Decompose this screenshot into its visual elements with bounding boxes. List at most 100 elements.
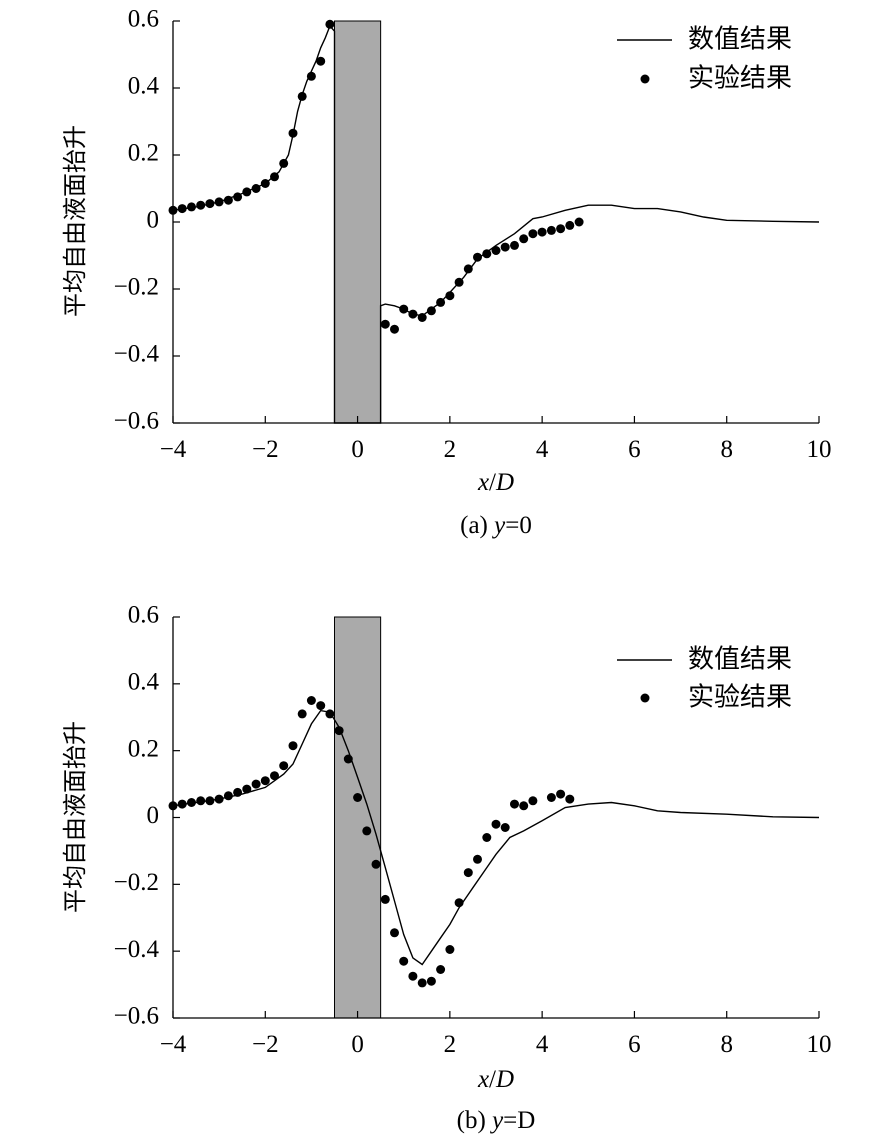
data-point-experimental-b: [500, 823, 510, 832]
y-tick-label-b: −0.4: [114, 936, 160, 963]
x-tick-label-b: −2: [252, 1031, 279, 1058]
data-point-experimental-a: [445, 291, 455, 301]
data-point-experimental-a: [528, 229, 538, 239]
data-point-experimental-a: [519, 234, 529, 244]
x-axis-unit-b: D: [495, 1066, 514, 1093]
legend-label-points-a: 实验结果: [688, 64, 792, 94]
data-point-experimental-b: [334, 726, 344, 736]
data-point-experimental-a: [279, 158, 289, 168]
data-point-experimental-b: [510, 799, 519, 809]
data-point-experimental-a: [491, 246, 501, 255]
x-axis-title-a: x/D: [477, 469, 514, 496]
x-tick-label-b: 4: [536, 1031, 549, 1058]
data-point-experimental-b: [436, 965, 446, 974]
caption-b: (b) y=D: [457, 1107, 536, 1134]
data-point-experimental-a: [187, 202, 196, 212]
data-point-experimental-a: [380, 319, 390, 329]
data-point-experimental-a: [436, 297, 446, 307]
caption-var-b: y: [489, 1107, 504, 1134]
x-tick-label-a: 2: [444, 436, 457, 463]
data-point-experimental-a: [306, 71, 316, 81]
caption-label-a: (a): [460, 512, 488, 539]
y-tick-label-b: −0.6: [114, 1003, 159, 1030]
data-point-experimental-b: [426, 976, 436, 986]
data-point-experimental-a: [565, 220, 575, 230]
data-point-experimental-a: [251, 184, 261, 193]
x-tick-label-b: 2: [444, 1031, 457, 1058]
data-point-experimental-a: [316, 56, 326, 66]
data-point-experimental-b: [168, 801, 178, 811]
plot-area-a: −4 −2 0 2 4 6 8 10 0.6 0.4 0.2 0 −0.2 −0.4 −0.6: [114, 6, 832, 463]
data-point-experimental-b: [177, 799, 187, 809]
data-point-experimental-a: [417, 313, 427, 322]
data-point-experimental-b: [223, 791, 233, 801]
y-tick-label-a: 0.4: [128, 73, 160, 100]
data-point-experimental-b: [362, 826, 372, 836]
data-point-experimental-a: [537, 227, 547, 237]
data-point-experimental-b: [445, 945, 455, 954]
y-tick-label-a: −0.6: [114, 408, 159, 435]
data-point-experimental-b: [454, 898, 464, 908]
caption-label-b: (b): [457, 1107, 486, 1134]
data-point-experimental-a: [390, 324, 399, 334]
y-tick-label-b: 0.6: [128, 602, 159, 629]
legend-point-swatch-a: [640, 74, 650, 84]
data-point-experimental-b: [343, 754, 353, 764]
chart-panel-a: −4 −2 0 2 4 6 8 10 0.6 0.4 0.2 0 −0.2 −0.4 −0.6 平均自由液面…: [61, 6, 832, 539]
data-point-experimental-b: [399, 956, 409, 966]
data-point-experimental-b: [251, 779, 261, 789]
data-point-experimental-a: [325, 19, 335, 29]
data-point-experimental-b: [242, 784, 252, 794]
x-axis-unit-a: D: [495, 469, 514, 496]
data-point-experimental-b: [473, 854, 482, 864]
x-axis-title-b: x/D: [477, 1066, 514, 1093]
x-tick-label-b: 0: [351, 1031, 364, 1058]
y-tick-label-b: 0.4: [128, 669, 160, 696]
data-point-experimental-b: [270, 771, 279, 781]
data-point-experimental-a: [500, 242, 510, 252]
data-point-experimental-b: [408, 971, 418, 981]
data-point-experimental-a: [214, 197, 224, 207]
y-axis-title-b: 平均自由液面抬升: [61, 721, 89, 913]
y-axis-title-a: 平均自由液面抬升: [61, 125, 89, 317]
data-point-experimental-a: [408, 309, 418, 319]
y-tick-label-b: 0.2: [128, 735, 159, 762]
data-point-experimental-b: [390, 928, 399, 938]
data-point-experimental-b: [306, 696, 316, 705]
y-tick-label-a: 0.6: [128, 6, 159, 33]
x-tick-label-b: 8: [720, 1031, 733, 1058]
x-tick-label-b: −4: [160, 1031, 187, 1058]
data-point-experimental-a: [288, 128, 298, 138]
data-point-experimental-a: [574, 217, 584, 227]
data-point-experimental-b: [380, 894, 390, 904]
data-point-experimental-a: [510, 240, 519, 250]
series-line-numerical-b: [172, 709, 820, 966]
x-axis-var-a: x: [477, 469, 489, 496]
data-point-experimental-b: [214, 794, 224, 804]
data-point-experimental-b: [316, 701, 326, 711]
x-tick-label-a: −4: [160, 436, 187, 463]
data-point-experimental-a: [196, 200, 206, 210]
legend-b: 数值结果 实验结果: [617, 645, 792, 713]
data-point-experimental-b: [528, 796, 538, 806]
x-tick-label-a: 0: [351, 436, 364, 463]
x-tick-label-b: 10: [807, 1031, 832, 1058]
data-point-experimental-b: [556, 789, 566, 799]
data-point-experimental-b: [463, 868, 473, 878]
data-point-experimental-a: [233, 192, 243, 202]
data-point-experimental-b: [288, 741, 298, 751]
x-axis-var-b: x: [477, 1066, 489, 1093]
data-point-experimental-a: [297, 91, 307, 101]
data-point-experimental-b: [205, 796, 215, 806]
data-point-experimental-b: [417, 978, 427, 988]
y-tick-label-a: 0: [147, 207, 160, 234]
data-point-experimental-b: [196, 796, 206, 806]
y-tick-label-a: −0.4: [114, 341, 160, 368]
data-point-experimental-a: [168, 205, 178, 215]
legend-label-line-a: 数值结果: [688, 25, 792, 55]
y-tick-label-a: −0.2: [114, 274, 159, 301]
data-point-experimental-b: [279, 761, 289, 771]
x-tick-label-a: 8: [720, 436, 733, 463]
legend-a: 数值结果 实验结果: [617, 25, 792, 94]
legend-point-swatch-b: [640, 693, 650, 703]
